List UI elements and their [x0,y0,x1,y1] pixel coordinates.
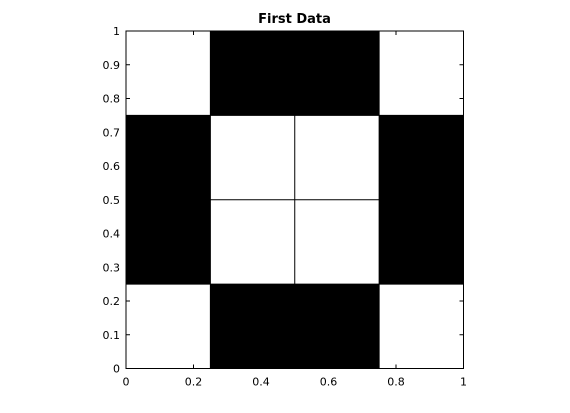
x-tick-label-2: 0.4 [252,376,270,389]
heatmap-cell-0 [126,284,211,369]
heatmap-cell-9 [126,31,211,116]
y-tick-label-5: 0.5 [103,194,121,207]
y-tick-label-0: 0 [113,363,120,376]
cell-edges [126,31,464,369]
heatmap-cell-11 [379,31,464,116]
y-tick-label-3: 0.3 [103,261,121,274]
x-tick-label-0: 0 [123,376,130,389]
heatmap-cell-6 [210,115,295,200]
y-tick-label-9: 0.9 [103,59,121,72]
heatmap-cell-4 [210,199,295,285]
x-axis: 0 0.2 0.4 0.6 0.8 1 [123,31,467,389]
heatmap-cell-2 [379,284,464,369]
y-tick-label-2: 0.2 [103,295,121,308]
heatmap-cell-7 [294,115,380,200]
y-tick-label-1: 0.1 [103,329,121,342]
y-tick-label-4: 0.4 [103,228,121,241]
heatmap-cell-5 [294,199,380,285]
y-tick-label-6: 0.6 [103,160,121,173]
y-tick-label-10: 1 [113,25,120,38]
y-tick-label-8: 0.8 [103,93,121,106]
x-tick-label-1: 0.2 [185,376,203,389]
x-tick-label-5: 1 [460,376,467,389]
x-tick-label-3: 0.6 [320,376,338,389]
y-axis: 0 0.1 0.2 0.3 0.4 0.5 0.6 0.7 0.8 0.9 1 [103,25,464,376]
chart-title: First Data [258,12,331,27]
x-tick-label-4: 0.8 [387,376,405,389]
y-tick-label-7: 0.7 [103,126,121,139]
